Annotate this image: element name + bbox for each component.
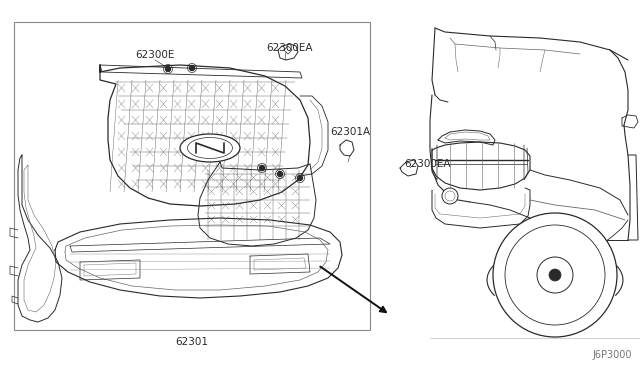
Text: 62300EA: 62300EA <box>404 159 451 169</box>
Circle shape <box>298 176 303 180</box>
Bar <box>14 22 370 330</box>
Text: 62300E: 62300E <box>135 50 175 60</box>
Circle shape <box>549 269 561 281</box>
Text: J6P3000: J6P3000 <box>593 350 632 360</box>
Circle shape <box>166 67 170 71</box>
Text: 62301A: 62301A <box>330 127 370 137</box>
Text: 62301: 62301 <box>175 337 209 347</box>
Circle shape <box>166 67 170 71</box>
Text: 62300EA: 62300EA <box>267 43 313 53</box>
Circle shape <box>537 257 573 293</box>
Circle shape <box>189 65 195 71</box>
Circle shape <box>190 66 194 70</box>
Ellipse shape <box>180 134 240 162</box>
Circle shape <box>493 213 617 337</box>
Circle shape <box>442 188 458 204</box>
Circle shape <box>259 166 264 170</box>
Circle shape <box>278 171 282 176</box>
